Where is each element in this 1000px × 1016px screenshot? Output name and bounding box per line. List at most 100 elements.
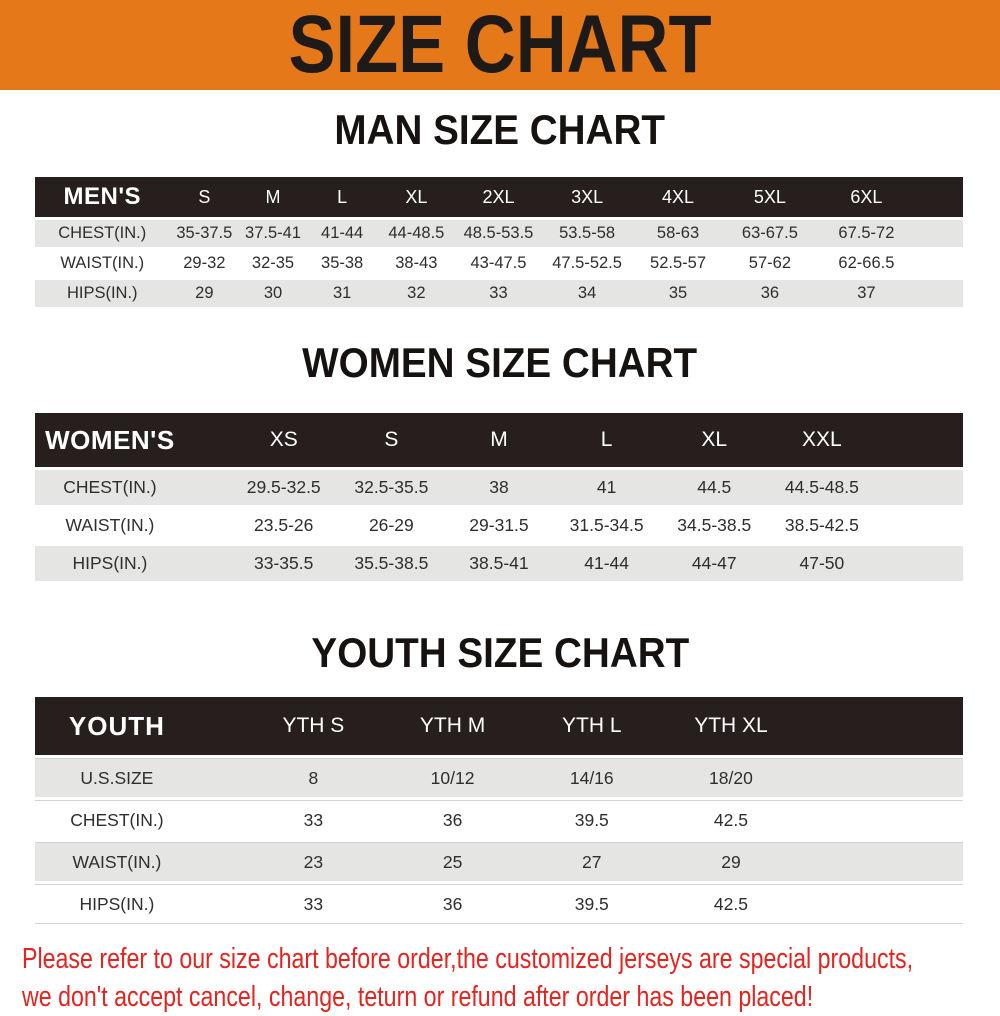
value-cell: 41-44 bbox=[321, 224, 364, 242]
table-header-row: MEN'S S M L XL 2XL 3XL 4XL 5XL 6XL bbox=[35, 177, 963, 217]
value-cell: 38 bbox=[489, 477, 509, 497]
value-cell: 23 bbox=[243, 842, 383, 881]
column-header: L bbox=[600, 428, 613, 451]
value-cell: 67.5-72 bbox=[838, 224, 895, 242]
column-header: S bbox=[198, 186, 211, 207]
youth-table-wrapper: YOUTH YTH S YTH M YTH L YTH XL U.S.SIZE 8 10/12… bbox=[35, 694, 963, 927]
filler-cell bbox=[917, 220, 963, 247]
table-row: HIPS(IN.) 29 30 31 32 33 34 35 36 37 bbox=[35, 280, 963, 307]
column-header: 6XL bbox=[850, 186, 883, 207]
filler-cell bbox=[800, 800, 963, 839]
column-header: YTH L bbox=[562, 714, 622, 737]
column-header: 4XL bbox=[662, 186, 695, 207]
value-cell: 38.5-42.5 bbox=[784, 515, 859, 535]
value-cell: 27 bbox=[522, 842, 662, 881]
value-cell: 31.5-34.5 bbox=[569, 515, 644, 535]
column-header: XL bbox=[701, 428, 728, 451]
men-chart-heading-text: MAN SIZE CHART bbox=[334, 106, 666, 153]
filler-cell bbox=[800, 758, 963, 797]
value-cell: 37.5-41 bbox=[245, 224, 301, 242]
value-cell: 37 bbox=[857, 284, 876, 302]
value-cell: 25 bbox=[382, 842, 523, 881]
table-row: WAIST(IN.) 29-32 32-35 35-38 38-43 43-47.5 47.… bbox=[35, 250, 963, 277]
column-header: 2XL bbox=[482, 186, 515, 207]
filler-cell bbox=[876, 470, 963, 505]
table-header-label: WOMEN'S bbox=[45, 424, 175, 455]
size-chart-banner: SIZE CHART bbox=[0, 0, 1000, 90]
table-row: WAIST(IN.) 23.5-26 26-29 29-31.5 31.5-34.5 34… bbox=[35, 508, 963, 543]
row-label-cell: WAIST(IN.) bbox=[60, 254, 145, 272]
column-header: S bbox=[384, 428, 399, 451]
value-cell: 57-62 bbox=[748, 254, 791, 272]
row-label-cell: HIPS(IN.) bbox=[72, 553, 148, 573]
table-row: HIPS(IN.) 33-35.5 35.5-38.5 38.5-41 41-44 44-… bbox=[35, 546, 963, 581]
men-size-table: MEN'S S M L XL 2XL 3XL 4XL 5XL 6XL CHEST(IN.) 35-37… bbox=[35, 174, 963, 310]
value-cell: 44-47 bbox=[691, 553, 737, 573]
table-header-label: YOUTH bbox=[68, 710, 165, 741]
disclaimer-line-2-text: we don't accept cancel, change, teturn o… bbox=[22, 981, 814, 1013]
value-cell: 47.5-52.5 bbox=[552, 254, 622, 272]
table-header-row: WOMEN'S XS S M L XL XXL bbox=[35, 413, 963, 467]
column-header: 3XL bbox=[571, 186, 604, 207]
column-header: YTH S bbox=[282, 714, 345, 737]
women-chart-heading: WOMEN SIZE CHART bbox=[0, 340, 1000, 393]
value-cell: 38-43 bbox=[395, 254, 438, 272]
value-cell: 42.5 bbox=[661, 800, 801, 839]
value-cell: 52.5-57 bbox=[650, 254, 707, 272]
value-cell: 35-37.5 bbox=[176, 224, 233, 242]
value-cell: 53.5-58 bbox=[559, 224, 616, 242]
value-cell: 34 bbox=[577, 284, 597, 302]
filler-cell bbox=[917, 177, 963, 217]
women-table-wrapper: WOMEN'S XS S M L XL XXL CHEST(IN.) 29.5-32.5 32.5… bbox=[35, 410, 963, 584]
youth-chart-heading-text: YOUTH SIZE CHART bbox=[311, 629, 689, 676]
value-cell: 58-63 bbox=[656, 224, 700, 242]
value-cell: 33-35.5 bbox=[254, 553, 314, 573]
table-header-label: MEN'S bbox=[63, 183, 142, 210]
value-cell: 32-35 bbox=[251, 254, 295, 272]
value-cell: 34.5-38.5 bbox=[677, 515, 752, 535]
value-cell: 31 bbox=[332, 284, 352, 302]
value-cell: 33 bbox=[243, 884, 383, 924]
filler-cell bbox=[876, 413, 963, 467]
column-header: XL bbox=[405, 186, 428, 207]
value-cell: 29-32 bbox=[183, 254, 226, 272]
value-cell: 36 bbox=[760, 284, 780, 302]
value-cell: 44-48.5 bbox=[388, 224, 445, 242]
value-cell: 18/20 bbox=[661, 758, 801, 797]
value-cell: 29 bbox=[195, 284, 214, 302]
value-cell: 33 bbox=[243, 800, 383, 839]
value-cell: 32.5-35.5 bbox=[354, 477, 429, 497]
men-size-section: MAN SIZE CHART MEN'S S M L XL 2XL 3XL 4XL 5XL 6XL… bbox=[0, 107, 1000, 310]
filler-cell bbox=[876, 546, 963, 581]
value-cell: 29-31.5 bbox=[469, 515, 529, 535]
value-cell: 39.5 bbox=[522, 884, 662, 924]
row-label-cell: CHEST(IN.) bbox=[63, 477, 157, 497]
youth-size-section: YOUTH SIZE CHART YOUTH YTH S YTH M YTH L YTH… bbox=[0, 630, 1000, 927]
row-label-cell: WAIST(IN.) bbox=[35, 842, 244, 881]
value-cell: 29.5-32.5 bbox=[246, 477, 321, 497]
value-cell: 14/16 bbox=[522, 758, 662, 797]
value-cell: 30 bbox=[263, 284, 283, 302]
value-cell: 26-29 bbox=[368, 515, 414, 535]
row-label-cell: HIPS(IN.) bbox=[35, 884, 244, 924]
women-chart-heading-text: WOMEN SIZE CHART bbox=[302, 339, 698, 386]
value-cell: 41 bbox=[596, 477, 617, 497]
filler-cell bbox=[876, 508, 963, 543]
filler-cell bbox=[800, 842, 963, 881]
value-cell: 8 bbox=[243, 758, 383, 797]
value-cell: 47-50 bbox=[799, 553, 845, 573]
value-cell: 33 bbox=[489, 284, 508, 302]
value-cell: 32 bbox=[407, 284, 426, 302]
row-label-cell: CHEST(IN.) bbox=[35, 800, 244, 839]
value-cell: 43-47.5 bbox=[470, 254, 527, 272]
women-size-table: WOMEN'S XS S M L XL XXL CHEST(IN.) 29.5-32.5 32.5… bbox=[35, 410, 963, 584]
value-cell: 42.5 bbox=[661, 884, 801, 924]
column-header: M bbox=[265, 186, 281, 207]
disclaimer-line-2: we don't accept cancel, change, teturn o… bbox=[22, 978, 1000, 1016]
value-cell: 35-38 bbox=[321, 254, 364, 272]
value-cell: 44.5 bbox=[697, 477, 732, 497]
row-label-cell: WAIST(IN.) bbox=[65, 515, 155, 535]
column-header: L bbox=[337, 186, 348, 207]
filler-cell bbox=[917, 280, 963, 307]
column-header: 5XL bbox=[753, 186, 786, 207]
